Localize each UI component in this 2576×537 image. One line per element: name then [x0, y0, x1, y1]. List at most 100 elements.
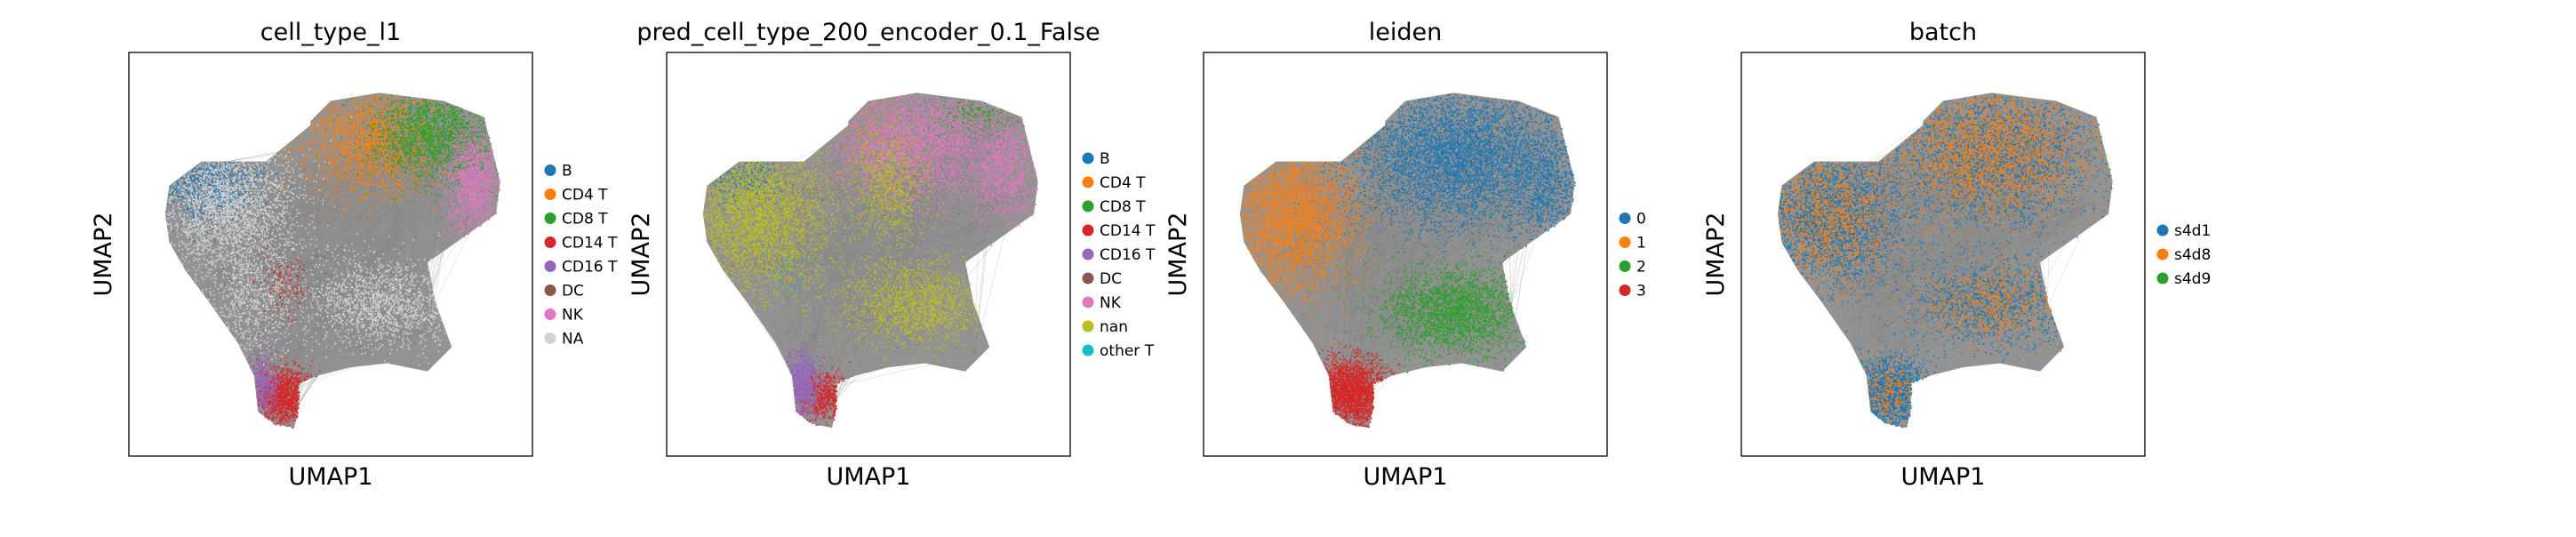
- scatter-series-2: [1338, 234, 1525, 373]
- legend-marker: [1082, 152, 1094, 164]
- scatter-points: [780, 333, 830, 420]
- legend-marker: [544, 188, 556, 200]
- legend-label: CD16 T: [1100, 246, 1156, 264]
- legend-item: DC: [544, 283, 584, 301]
- scatter-points: [949, 103, 1039, 246]
- legend: s4d1 s4d8 s4d9: [2156, 222, 2211, 288]
- legend-marker: [1082, 176, 1094, 188]
- legend-label: CD4 T: [1100, 174, 1146, 192]
- legend-item: nan: [1082, 318, 1128, 336]
- axes-frame: [1203, 52, 1608, 457]
- legend-marker: [1082, 296, 1094, 309]
- legend-item: B: [544, 163, 572, 180]
- legend-item: B: [1082, 150, 1110, 168]
- plot-area: [1777, 92, 2113, 429]
- legend: 0 1 2 3: [1619, 211, 1646, 301]
- scatter-points: [1779, 125, 1947, 333]
- graph-body: [1777, 92, 2113, 429]
- legend-label: nan: [1100, 318, 1128, 336]
- scatter-points: [1318, 331, 1401, 428]
- scatter-points: [259, 93, 492, 236]
- umap-panel-4: batch UMAP1 UMAP2 s4d1 s4d8 s4d9: [1702, 19, 2211, 491]
- legend-label: s4d8: [2174, 246, 2211, 264]
- scatter-points: [1338, 234, 1525, 373]
- x-axis-label: UMAP1: [289, 463, 373, 491]
- legend-label: CD4 T: [562, 187, 608, 204]
- scatter-points: [908, 96, 1025, 140]
- legend-marker: [1619, 285, 1631, 296]
- scatter-series-3: [1318, 331, 1401, 428]
- legend-item: 2: [1619, 259, 1646, 277]
- legend-marker: [1082, 320, 1094, 333]
- scatter-series-3: [252, 218, 321, 429]
- legend-item: 3: [1619, 283, 1646, 301]
- legend-label: NA: [562, 331, 584, 349]
- legend-item: NA: [544, 331, 584, 349]
- legend-item: DC: [1082, 270, 1122, 288]
- y-axis-label: UMAP2: [1702, 212, 1730, 297]
- legend-marker: [2156, 224, 2169, 236]
- plot-area: [702, 92, 1039, 429]
- legend-label: 1: [1636, 235, 1646, 252]
- legend-item: CD14 T: [544, 235, 618, 252]
- legend-item: CD8 T: [544, 211, 608, 228]
- umap-panel-3: leiden UMAP1 UMAP2 0 1 2 3: [1164, 19, 1646, 491]
- scatter-points: [1779, 140, 1964, 326]
- scatter-points: [248, 341, 287, 421]
- scatter-series-2: [316, 95, 498, 208]
- legend-label: other T: [1100, 342, 1155, 360]
- axes-frame: [1740, 52, 2146, 457]
- legend-item: CD16 T: [544, 259, 618, 277]
- chart-title: leiden: [1369, 19, 1442, 46]
- legend-item: s4d1: [2156, 222, 2211, 240]
- legend-item: other T: [1082, 342, 1155, 360]
- x-axis-label: UMAP1: [1901, 463, 1986, 491]
- y-axis-label: UMAP2: [1164, 212, 1192, 297]
- legend-marker: [544, 285, 556, 296]
- scatter-series-7: [165, 116, 446, 373]
- legend-item: CD4 T: [1082, 174, 1146, 192]
- scatter-points: [1820, 94, 2112, 275]
- legend-item: s4d9: [2156, 270, 2211, 288]
- scatter-series-2: [908, 96, 1025, 140]
- legend-item: NK: [1082, 294, 1122, 312]
- umap-panel-1: cell_type_l1 UMAP1 UMAP2 B CD4 T CD8 T CD14 T C…: [90, 19, 618, 491]
- legend: B CD4 T CD8 T CD14 T CD16 T DC NK NA: [544, 163, 618, 349]
- scatter-series-1: [259, 93, 492, 236]
- chart-title: cell_type_l1: [260, 19, 401, 46]
- scatter-series-6: [768, 94, 1039, 280]
- umap-panel-2: pred_cell_type_200_encoder_0.1_False UMAP…: [628, 19, 1156, 491]
- legend-marker: [544, 333, 556, 344]
- axes-frame: [128, 52, 533, 457]
- scatter-points: [1864, 346, 1926, 422]
- axes-frame: [666, 52, 1071, 457]
- scatter-points: [316, 95, 498, 208]
- legend-item: CD8 T: [1082, 198, 1146, 216]
- x-axis-label: UMAP1: [1364, 463, 1448, 491]
- chart-title: batch: [1909, 19, 1977, 46]
- legend-label: s4d9: [2174, 270, 2211, 288]
- legend-item: NK: [544, 307, 584, 325]
- legend-label: CD14 T: [1100, 222, 1156, 240]
- scatter-series-1: [1240, 141, 1416, 345]
- scatter-points: [252, 351, 321, 429]
- legend-marker: [1082, 272, 1094, 285]
- scatter-series-4: [780, 333, 830, 420]
- scatter-points: [242, 232, 446, 366]
- legend-marker: [1619, 212, 1631, 224]
- y-axis-label: UMAP2: [628, 212, 655, 297]
- legend-marker: [544, 236, 556, 248]
- legend-marker: [1619, 236, 1631, 248]
- y-axis-label: UMAP2: [90, 212, 117, 297]
- legend-marker: [1082, 248, 1094, 260]
- legend-marker: [544, 309, 556, 320]
- legend-item: CD14 T: [1082, 222, 1156, 240]
- legend-marker: [2156, 272, 2169, 285]
- legend-label: CD14 T: [562, 235, 618, 252]
- scatter-series-1: [1779, 94, 2112, 422]
- scatter-points: [798, 218, 982, 369]
- legend-label: CD8 T: [1100, 198, 1146, 216]
- plot-area: [164, 92, 501, 429]
- legend-marker: [544, 260, 556, 272]
